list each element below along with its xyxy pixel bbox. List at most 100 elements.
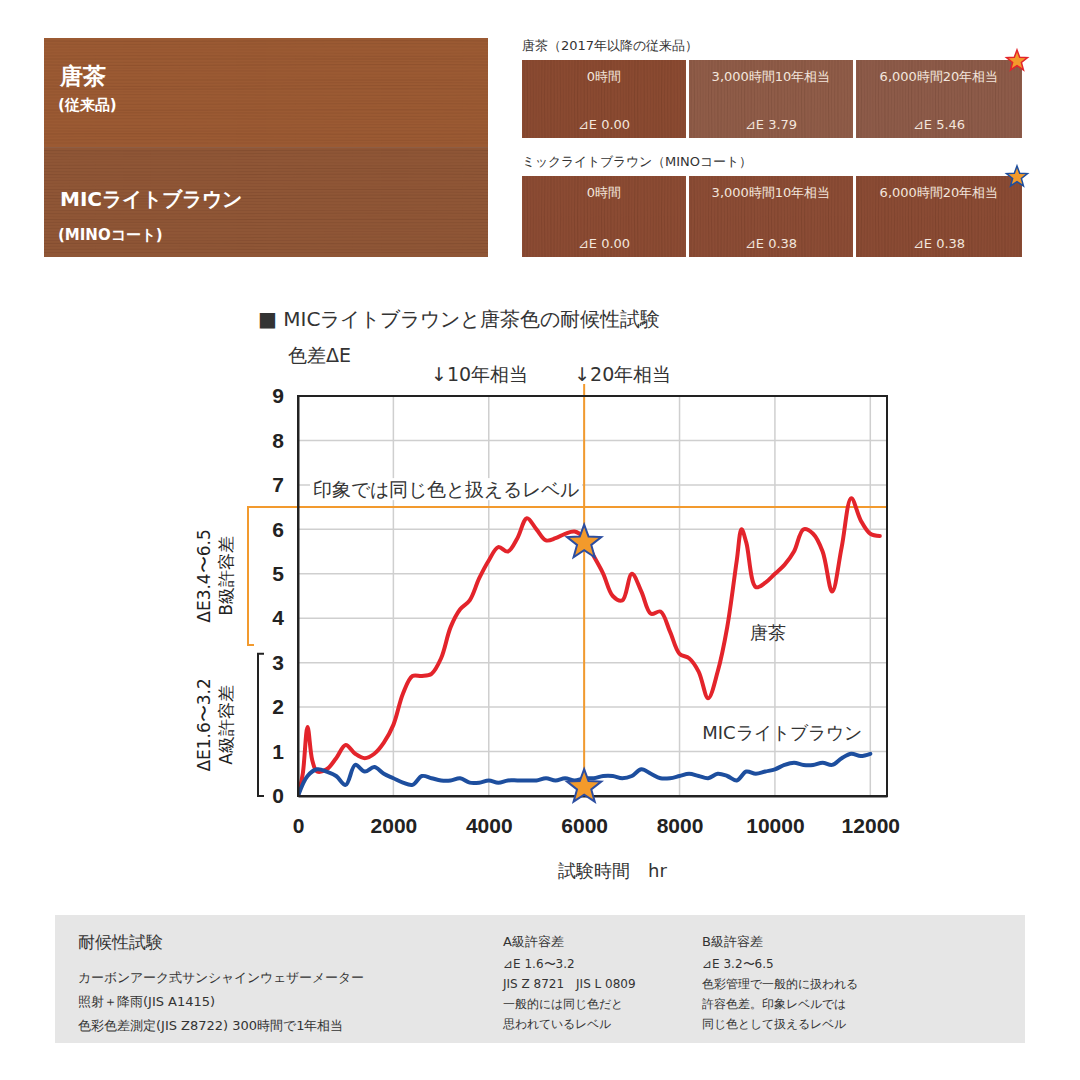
grain-line: [875, 176, 877, 257]
tick: 9: [272, 384, 298, 407]
reference-lines: [248, 384, 887, 796]
grain-line: [1011, 176, 1013, 257]
label-patch: [310, 478, 582, 500]
grain-line: [680, 176, 682, 257]
grain-line: [533, 60, 534, 138]
grain-line: [44, 91, 488, 92]
tick-label: 6: [272, 518, 284, 541]
wood-grain: [691, 60, 850, 138]
grain-line: [44, 124, 488, 126]
grain-line: [566, 60, 567, 138]
highlight-star: [567, 769, 601, 802]
grid-line-x: [393, 396, 395, 796]
grain-line: [650, 60, 652, 138]
notes-column-line: 同じ色として扱えるレベル: [702, 1017, 846, 1031]
grain-line: [554, 176, 555, 257]
grain-line: [550, 60, 551, 138]
grain-line: [44, 159, 488, 160]
grain-line: [44, 58, 488, 59]
tick-label: 10000: [746, 814, 804, 837]
grain-line: [44, 168, 488, 169]
grain-line: [44, 219, 488, 220]
grain-line: [1014, 176, 1016, 257]
grain-line: [566, 176, 567, 257]
notes-title: 耐候性試験: [78, 932, 163, 952]
notes-column-line: 思われているレベル: [502, 1017, 611, 1031]
grain-line: [44, 70, 488, 71]
grain-line: [560, 176, 562, 257]
y-axis: 0123456789: [272, 384, 298, 807]
corner-star: [1007, 50, 1028, 70]
swatch-note: (MINOコート): [58, 226, 163, 244]
chart: ■ MICライトブラウンと唐茶色の耐候性試験色差ΔE01234567890200…: [194, 307, 900, 881]
grain-line: [544, 176, 546, 257]
bracket-label: ΔE3.4〜6.5: [194, 529, 214, 622]
notes-line: カーボンアーク式サンシャインウェザーメーター: [78, 970, 364, 985]
grain-line: [1001, 176, 1002, 257]
grain-line: [1004, 60, 1005, 138]
header: 唐茶(従来品)MICライトブラウン(MINOコート): [44, 38, 488, 257]
grain-line: [44, 46, 488, 47]
grain-line: [670, 60, 671, 138]
grain-line: [44, 118, 488, 120]
highlight-star: [567, 525, 601, 558]
tick: 2000: [371, 796, 418, 837]
axis-title: 色差ΔE: [288, 344, 351, 366]
sample-delta: ⊿E 0.38: [913, 236, 965, 251]
grid-line-y: [298, 573, 887, 575]
notes-column-title: A級許容差: [503, 934, 564, 949]
sample-label: 3,000時間10年相当: [712, 69, 831, 84]
grain-line: [870, 60, 871, 138]
grid: [298, 396, 887, 796]
tick: 8: [272, 429, 298, 452]
grain-line: [697, 176, 699, 257]
wood-grain: [691, 176, 850, 257]
grain-line: [550, 176, 551, 257]
grain-line: [557, 60, 559, 138]
series-label: 唐茶: [750, 622, 786, 643]
bracket-label: ΔE1.6〜3.2: [194, 678, 214, 771]
tick: 4000: [466, 796, 513, 837]
grain-line: [661, 60, 663, 138]
bracket-label: B級許容差: [216, 536, 236, 616]
swatch-name: 唐茶: [59, 63, 106, 89]
page: 唐茶(従来品)MICライトブラウン(MINOコート)唐茶（2017年以降の従来品…: [0, 0, 1080, 1080]
grain-line: [44, 183, 488, 185]
grain-line: [703, 176, 704, 257]
grain-line: [841, 176, 842, 257]
grain-line: [524, 176, 525, 257]
grain-line: [44, 222, 488, 223]
swatch-divider: [44, 147, 488, 148]
grain-line: [541, 60, 543, 138]
grain-line: [661, 176, 663, 257]
grain-line: [568, 60, 569, 138]
grain-line: [844, 176, 846, 257]
grain-line: [697, 60, 699, 138]
grain-line: [837, 60, 838, 138]
axis-line: [298, 397, 300, 797]
tick: 0: [293, 796, 305, 837]
grain-line: [1001, 60, 1002, 138]
notes-column-line: 許容色差。印象レベルでは: [702, 997, 846, 1011]
grain-line: [574, 60, 576, 138]
notes-column-line: 一般的には同じ色だと: [503, 997, 623, 1011]
grain-line: [1020, 60, 1021, 138]
grain-line: [700, 176, 701, 257]
tick-label: 12000: [842, 814, 900, 837]
series-group: [298, 498, 880, 796]
grain-line: [841, 60, 842, 138]
grain-line: [694, 176, 696, 257]
tick: 0: [272, 784, 298, 807]
grain-line: [634, 176, 636, 257]
grain-line: [44, 88, 488, 89]
grain-line: [656, 176, 657, 257]
sample-panel: [856, 176, 1022, 257]
grain-line: [44, 73, 488, 75]
swatch-name: MICライトブラウン: [60, 187, 242, 211]
grain-line: [664, 176, 666, 257]
sample-label: 3,000時間10年相当: [712, 185, 831, 200]
grain-line: [44, 40, 488, 42]
series-line: [298, 498, 880, 796]
grain-line: [667, 60, 668, 138]
grain-line: [864, 60, 866, 138]
